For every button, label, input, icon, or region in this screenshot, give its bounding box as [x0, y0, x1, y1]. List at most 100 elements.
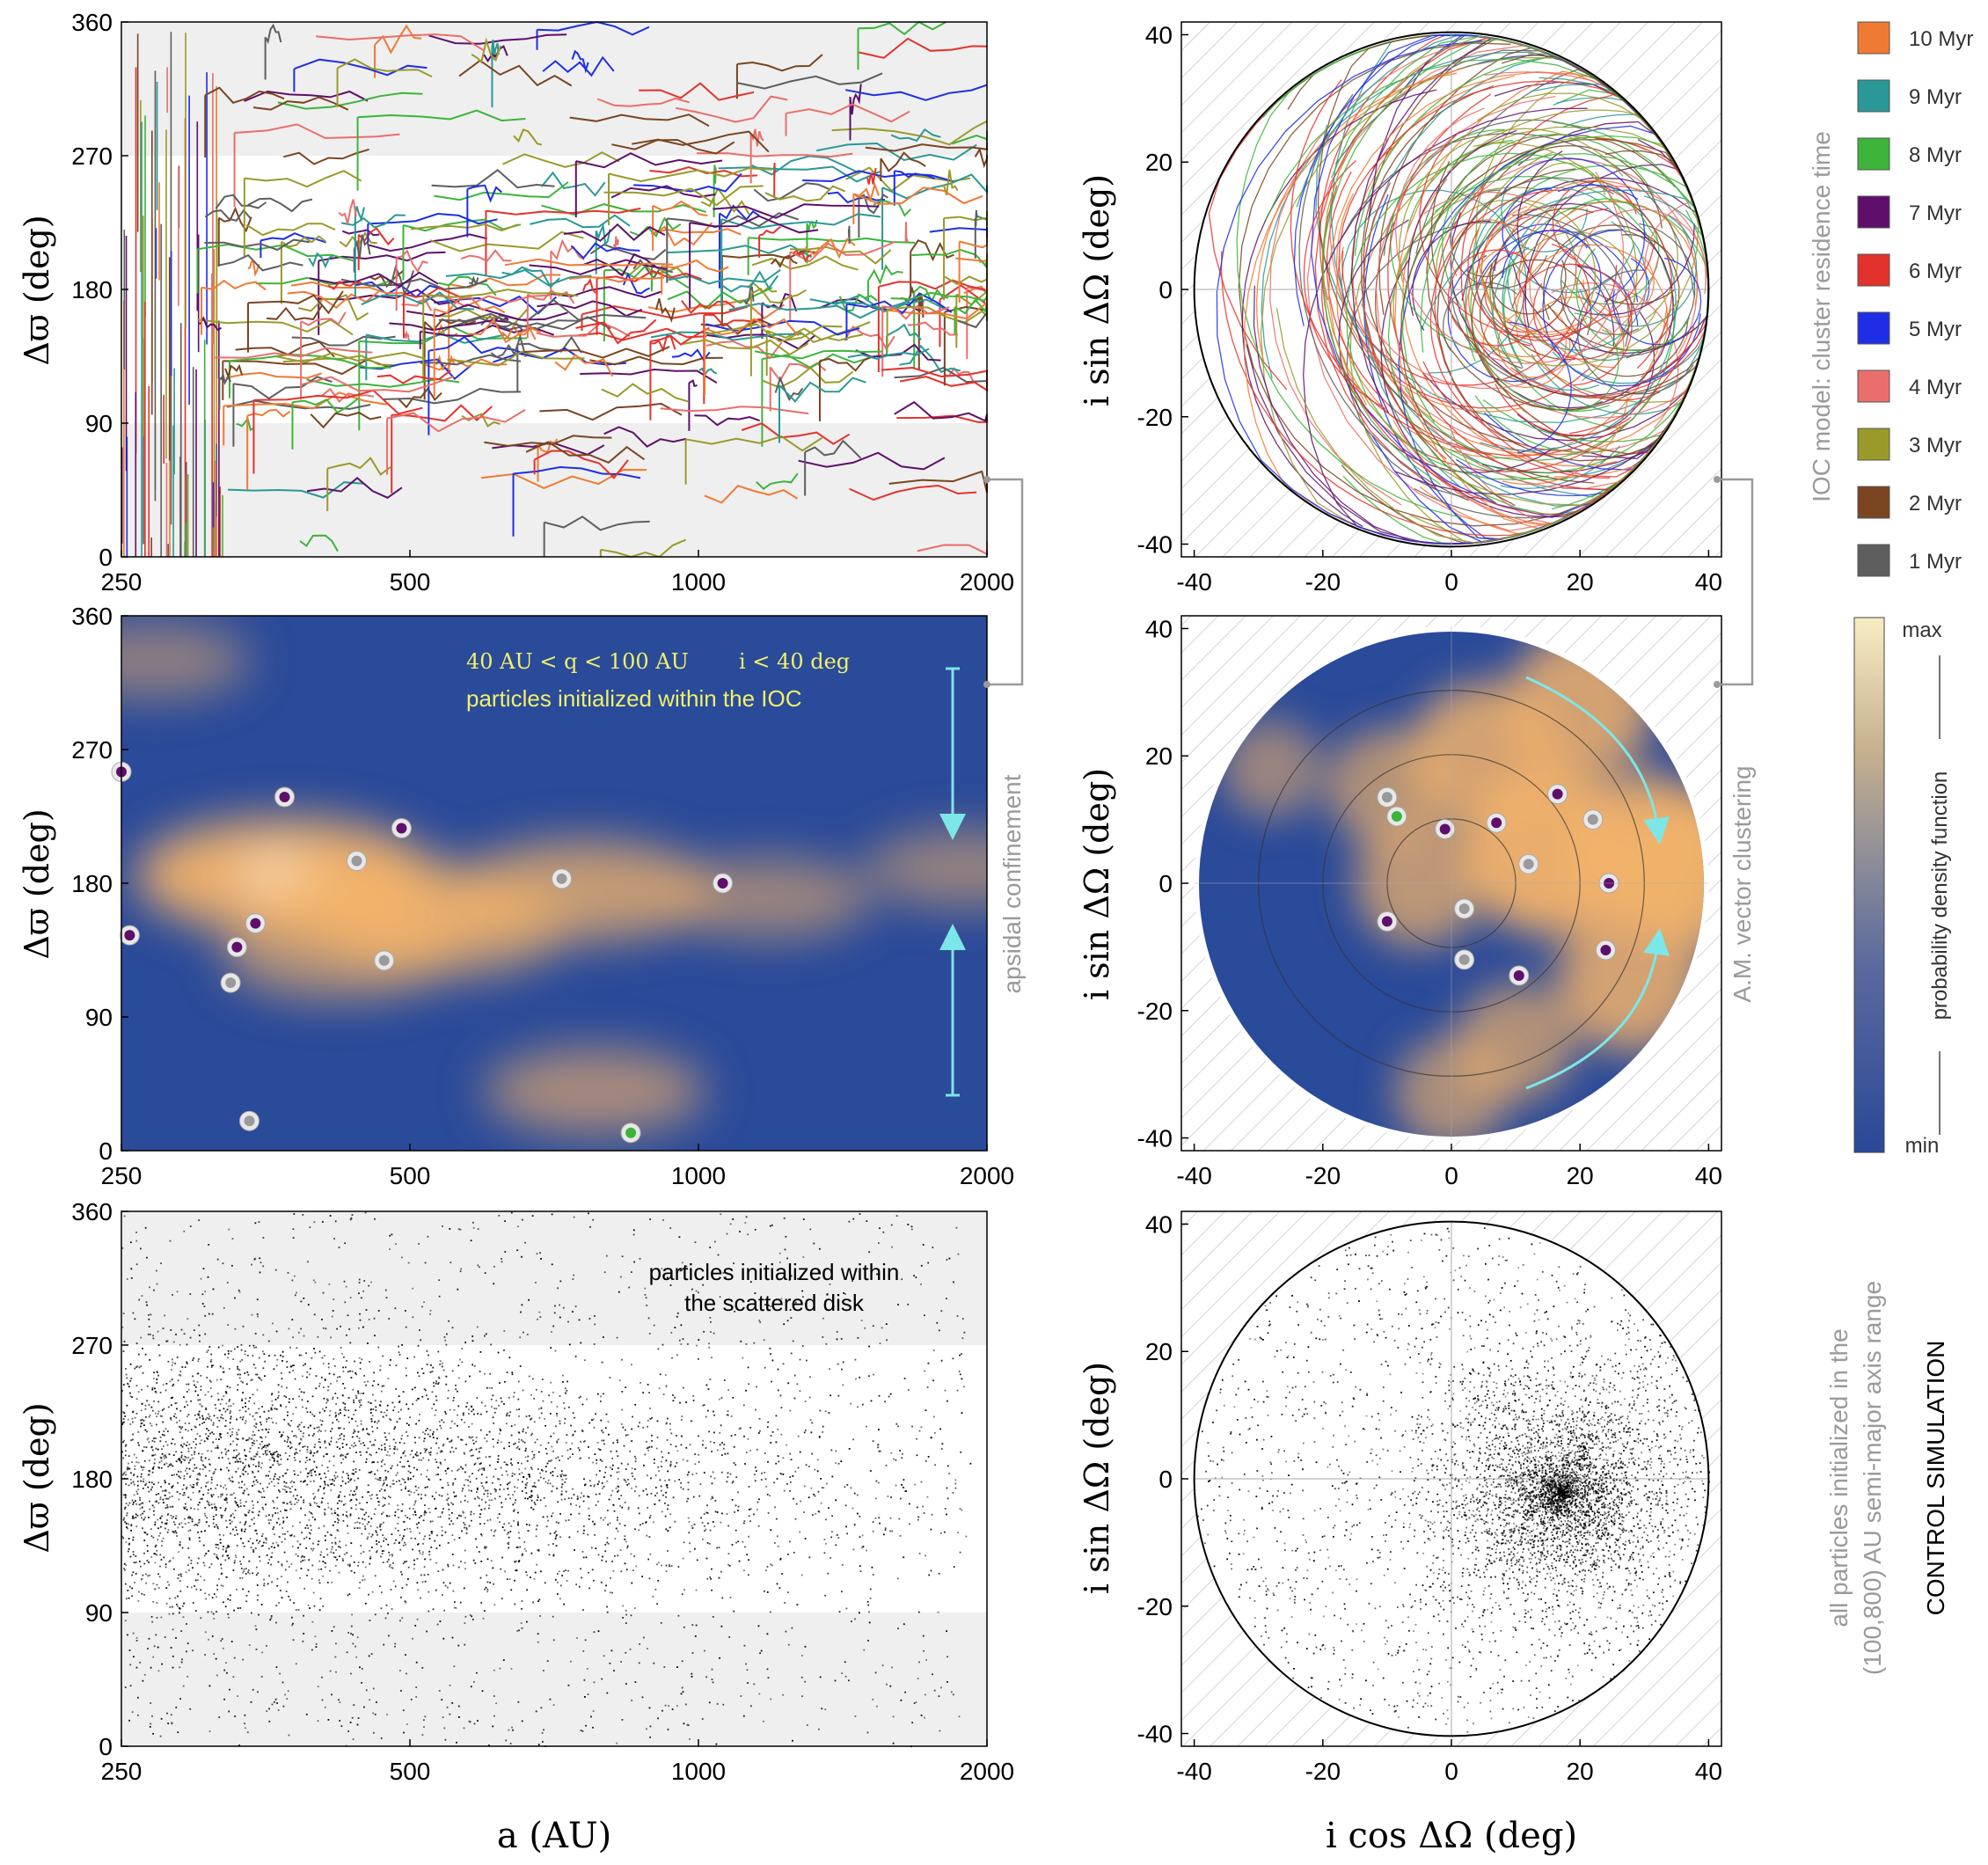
scatter-point: [670, 1332, 673, 1334]
scatter-point: [649, 1418, 652, 1420]
scatter-point: [356, 1424, 359, 1427]
scatter-point: [530, 1499, 533, 1502]
scatter-point: [349, 1500, 352, 1503]
scatter-point: [835, 1544, 837, 1547]
scatter-point: [511, 1464, 513, 1466]
scatter-point: [863, 1649, 866, 1651]
scatter-point: [150, 1555, 153, 1558]
scatter-point: [920, 1426, 923, 1429]
scatter-point: [471, 1619, 474, 1620]
scatter-point: [601, 1559, 603, 1561]
scatter-point: [267, 1453, 268, 1456]
scatter-point: [610, 1649, 613, 1652]
scatter-point: [379, 1529, 382, 1531]
track: [282, 355, 396, 367]
scatter-point: [582, 1441, 585, 1443]
scatter-point: [172, 1385, 174, 1387]
scatter-point: [890, 1452, 893, 1454]
scatter-point: [202, 1544, 205, 1547]
scatter-point: [156, 1617, 158, 1619]
scatter-point: [284, 1488, 286, 1491]
scatter-point: [920, 1264, 923, 1267]
scatter-point: [653, 1324, 655, 1327]
scatter-point: [410, 1699, 413, 1700]
scatter-point: [727, 1525, 729, 1527]
scatter-point: [229, 1519, 231, 1522]
scatter-point: [208, 1379, 211, 1382]
scatter-point: [128, 1585, 131, 1588]
scatter-point: [288, 1734, 290, 1737]
scatter-point: [135, 1640, 138, 1642]
track: [667, 212, 800, 229]
scatter-point: [835, 1450, 837, 1452]
scatter-point: [292, 1237, 295, 1239]
scatter-point: [233, 1456, 236, 1459]
scatter-point: [568, 1343, 571, 1346]
scatter-point: [545, 1481, 547, 1483]
scatter-point: [124, 1445, 127, 1447]
scatter-point: [420, 1459, 422, 1461]
scatter-point: [531, 1432, 533, 1435]
scatter-point: [243, 1492, 245, 1495]
scatter-point: [311, 1547, 312, 1550]
scatter-point: [266, 1421, 267, 1423]
scatter-point: [549, 1532, 552, 1535]
scatter-point: [310, 1525, 311, 1527]
scatter-point: [173, 1474, 175, 1476]
scatter-point: [362, 1551, 365, 1553]
scatter-point: [128, 1719, 130, 1722]
scatter-point: [702, 1538, 704, 1540]
scatter-point: [251, 1510, 253, 1513]
scatter-point: [252, 1470, 253, 1473]
scatter-point: [518, 1408, 521, 1410]
scatter-point: [210, 1450, 213, 1452]
scatter-point: [617, 1455, 619, 1457]
scatter-point: [370, 1454, 372, 1457]
scatter-point: [233, 1561, 236, 1564]
scatter-point: [370, 1281, 372, 1284]
scatter-point: [189, 1293, 192, 1295]
scatter-point: [475, 1477, 478, 1480]
scatter-point: [230, 1405, 232, 1408]
scatter-point: [304, 1527, 307, 1529]
scatter-point: [187, 1547, 190, 1549]
scatter-point: [288, 1401, 290, 1403]
track: [858, 193, 889, 215]
scatter-point: [603, 1393, 604, 1395]
scatter-point: [918, 1553, 921, 1554]
scatter-point: [821, 1487, 823, 1488]
scatter-point: [510, 1589, 513, 1591]
scatter-point: [271, 1453, 274, 1456]
scatter-point: [746, 1452, 748, 1453]
scatter-point: [220, 1379, 223, 1381]
scatter-point: [239, 1502, 242, 1504]
scatter-point: [521, 1554, 523, 1556]
scatter-point: [384, 1443, 386, 1445]
scatter-point: [349, 1722, 352, 1723]
track: [894, 400, 988, 422]
track: [316, 33, 486, 52]
scatter-point: [252, 1481, 255, 1483]
scatter-point: [747, 1366, 749, 1369]
scatter-point: [353, 1490, 355, 1493]
scatter-point: [561, 1483, 564, 1486]
scatter-point: [519, 1365, 522, 1367]
scatter-point: [121, 1422, 124, 1424]
scatter-point: [152, 1466, 155, 1468]
scatter-point: [172, 1655, 174, 1657]
scatter-point: [268, 1355, 270, 1357]
scatter-point: [734, 1434, 736, 1436]
scatter-point: [451, 1534, 454, 1536]
scatter-point: [662, 1393, 665, 1395]
scatter-point: [355, 1397, 358, 1399]
scatter-point: [211, 1313, 214, 1315]
scatter-point: [600, 1581, 603, 1583]
scatter-point: [442, 1637, 445, 1640]
track: [728, 303, 883, 319]
scatter-point: [311, 1513, 313, 1516]
scatter-point: [468, 1413, 470, 1415]
scatter-point: [247, 1591, 250, 1593]
scatter-point: [327, 1399, 329, 1401]
scatter-point: [787, 1591, 789, 1593]
